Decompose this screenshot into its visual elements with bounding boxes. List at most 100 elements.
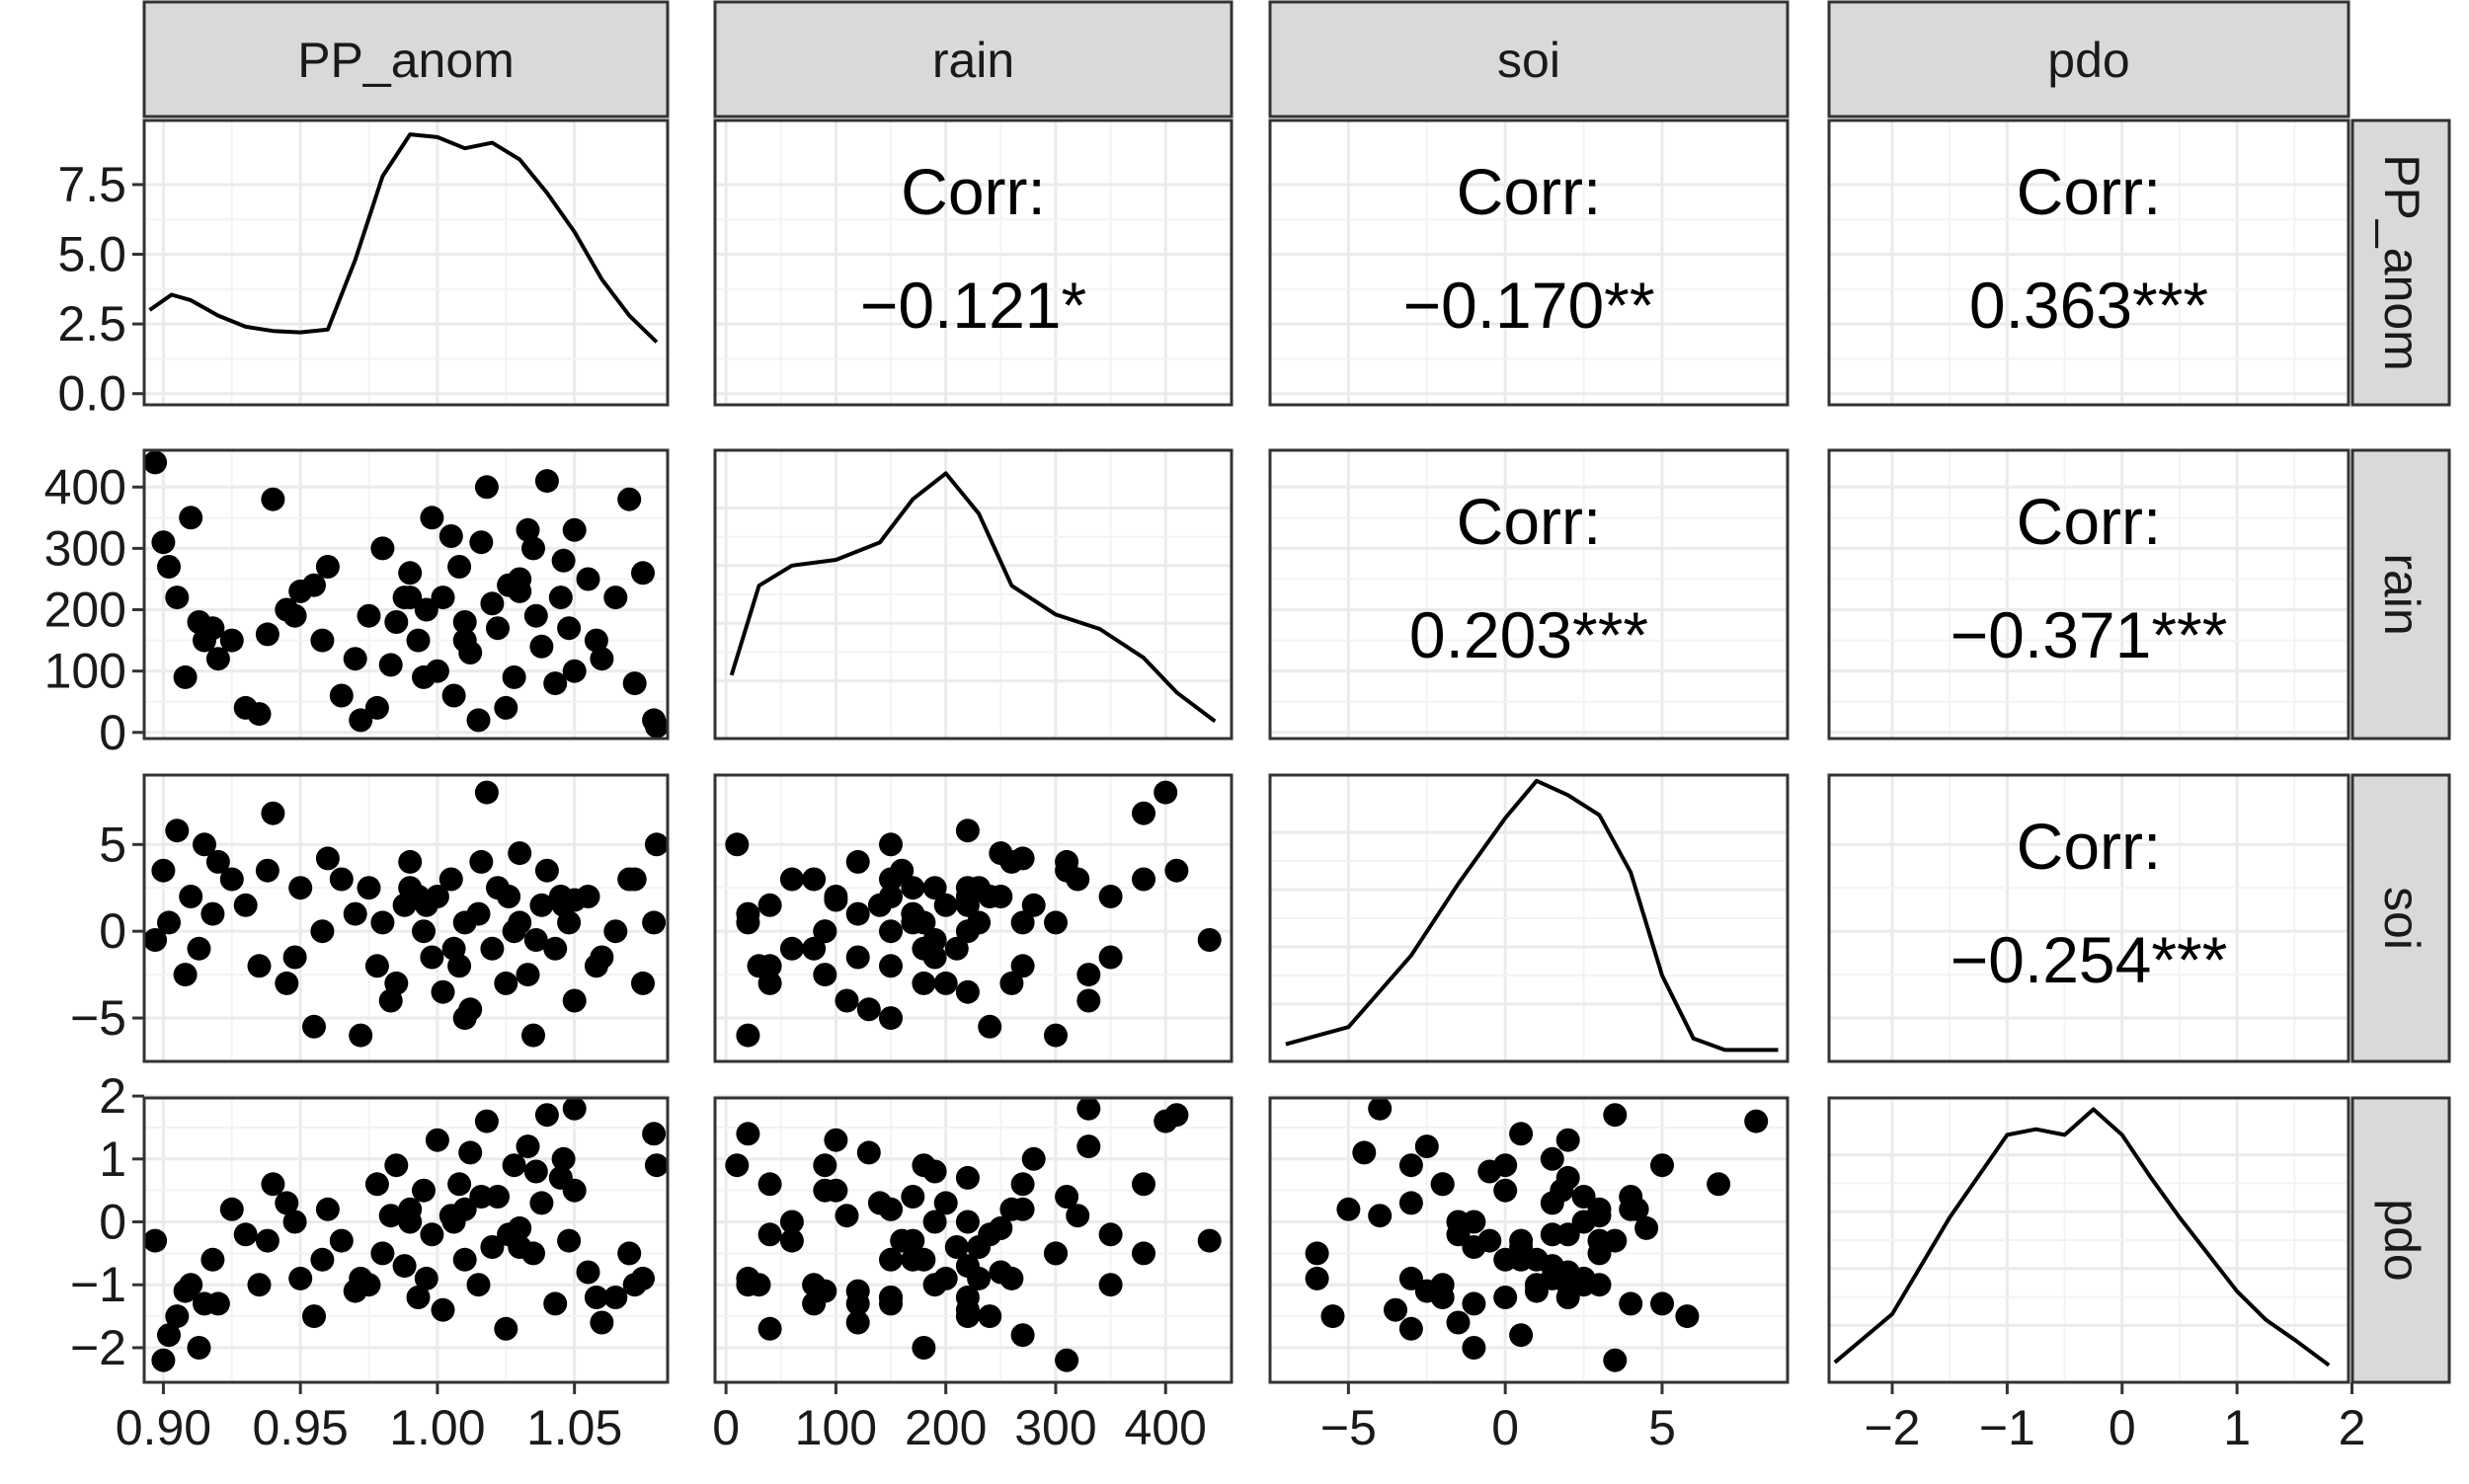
scatter-point bbox=[452, 628, 477, 653]
scatter-point bbox=[562, 988, 587, 1013]
panel-border bbox=[713, 118, 1234, 407]
scatter-point bbox=[955, 1286, 980, 1309]
scatter-point bbox=[200, 901, 225, 926]
scatter-point bbox=[143, 450, 168, 475]
strip-background bbox=[2350, 118, 2451, 407]
scatter-point bbox=[420, 1222, 444, 1247]
scatter-point bbox=[398, 849, 423, 874]
scatter-point bbox=[1555, 1222, 1580, 1247]
scatter-point bbox=[562, 659, 587, 683]
x-tick-label: 0 bbox=[2109, 1400, 2136, 1455]
density-curve-soi bbox=[1285, 778, 1779, 1053]
panel-PP_anom-rain: Corr: −0.121* bbox=[713, 118, 1234, 407]
y-tick-label: 2.5 bbox=[57, 296, 126, 351]
scatter-point bbox=[310, 628, 335, 653]
scatter-point bbox=[151, 858, 176, 883]
scatter-point bbox=[315, 555, 340, 579]
y-tick-label: 0 bbox=[99, 1195, 126, 1250]
scatter-point bbox=[255, 1228, 279, 1253]
corr-label: Corr: bbox=[901, 155, 1046, 228]
scatter-point bbox=[398, 1210, 423, 1234]
scatter-point bbox=[901, 1185, 925, 1209]
scatter-point bbox=[1493, 1178, 1518, 1203]
scatter-point bbox=[1398, 1191, 1423, 1215]
strip-top-rain: rain bbox=[713, 0, 1234, 118]
scatter-point bbox=[725, 1153, 750, 1178]
scatter-point bbox=[466, 708, 491, 733]
panel-background bbox=[715, 120, 1232, 405]
panel-rain-PP_anom bbox=[142, 448, 670, 741]
scatter-point bbox=[824, 1128, 848, 1152]
scatter-point bbox=[480, 936, 505, 961]
scatter-point bbox=[193, 628, 216, 653]
scatter-point bbox=[1044, 910, 1068, 935]
corr-value: −0.371*** bbox=[1951, 598, 2228, 671]
scatter-point bbox=[856, 997, 881, 1022]
scatter-point bbox=[779, 867, 804, 892]
scatter-point bbox=[420, 945, 444, 970]
scatter-point bbox=[757, 1222, 782, 1247]
panel-background bbox=[1270, 120, 1788, 405]
scatter-point bbox=[922, 945, 947, 970]
scatter-point bbox=[1305, 1241, 1329, 1266]
panel-border bbox=[713, 773, 1234, 1063]
scatter-point bbox=[480, 591, 505, 616]
scatter-point bbox=[1066, 867, 1090, 892]
scatter-point bbox=[779, 1228, 804, 1253]
scatter-point bbox=[824, 888, 848, 912]
panel-soi-rain bbox=[713, 773, 1234, 1063]
scatter-point bbox=[879, 1291, 903, 1316]
scatter-point bbox=[1509, 1235, 1534, 1259]
scatter-point bbox=[584, 1286, 608, 1309]
scatter-point bbox=[922, 876, 947, 900]
scatter-point bbox=[845, 849, 870, 874]
corr-label: Corr: bbox=[2017, 485, 2162, 558]
scatter-point bbox=[736, 910, 760, 935]
scatter-point bbox=[802, 867, 827, 892]
scatter-point bbox=[310, 1247, 335, 1272]
scatter-point bbox=[1044, 1023, 1068, 1048]
y-tick-label: 400 bbox=[44, 459, 126, 514]
scatter-point bbox=[1352, 1140, 1377, 1165]
scatter-point bbox=[1132, 1241, 1155, 1266]
scatter-point bbox=[1619, 1185, 1643, 1209]
scatter-point bbox=[1164, 858, 1189, 883]
scatter-point bbox=[622, 671, 647, 696]
scatter-point bbox=[543, 671, 568, 696]
scatter-point bbox=[494, 695, 518, 720]
x-tick-label: 0 bbox=[1491, 1400, 1519, 1455]
y-tick-label: −2 bbox=[70, 1320, 126, 1375]
scatter-point bbox=[157, 1323, 181, 1348]
scatter-point bbox=[364, 954, 389, 978]
scatter-point bbox=[441, 683, 466, 708]
scatter-point bbox=[219, 1197, 244, 1221]
scatter-point bbox=[1384, 1297, 1407, 1322]
scatter-point bbox=[642, 1122, 667, 1146]
scatter-point bbox=[529, 634, 554, 659]
scatter-point bbox=[1368, 1204, 1393, 1228]
corr-value: −0.254*** bbox=[1951, 923, 2228, 996]
y-tick-label: 300 bbox=[44, 520, 126, 576]
strip-label: soi bbox=[1497, 33, 1560, 88]
scatter-point bbox=[486, 1185, 510, 1209]
panel-soi-soi bbox=[1268, 773, 1790, 1063]
scatter-point bbox=[955, 1210, 980, 1234]
scatter-point bbox=[315, 1197, 340, 1221]
y-tick-label: 5.0 bbox=[57, 227, 126, 282]
scatter-point bbox=[955, 876, 980, 900]
strip-background bbox=[713, 0, 1234, 118]
y-tick-label: 0 bbox=[99, 903, 126, 959]
scatter-point bbox=[370, 1241, 395, 1266]
scatter-point bbox=[1550, 1178, 1574, 1203]
scatter-point bbox=[813, 963, 837, 987]
scatter-point bbox=[1320, 1304, 1345, 1329]
scatter-point bbox=[534, 858, 559, 883]
panel-border bbox=[142, 118, 670, 407]
scatter-point bbox=[398, 876, 423, 900]
scatter-point bbox=[315, 846, 340, 871]
scatter-point bbox=[890, 858, 915, 883]
panel-rain-pdo: Corr: −0.371*** bbox=[1827, 448, 2353, 741]
scatter-point bbox=[802, 936, 827, 961]
corr-value: −0.170** bbox=[1402, 269, 1654, 342]
scatter-point bbox=[474, 780, 499, 805]
